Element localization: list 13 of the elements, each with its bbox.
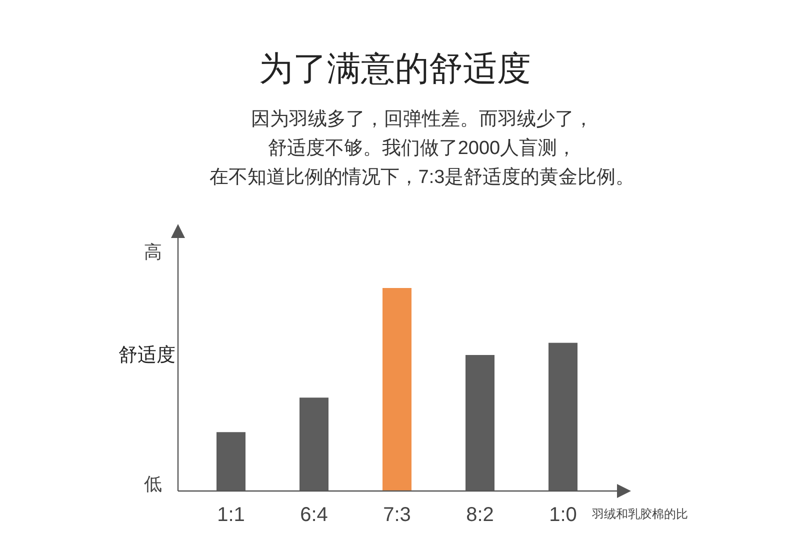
x-tick: 1:0 bbox=[549, 504, 577, 526]
title: 为了满意的舒适度 bbox=[259, 50, 531, 88]
xlabel: 羽绒和乳胶棉的比 bbox=[592, 507, 688, 521]
annotation: 低 bbox=[144, 474, 162, 494]
x-tick: 8:2 bbox=[466, 504, 494, 526]
subtitle: 因为羽绒多了，回弹性差。而羽绒少了， bbox=[251, 109, 593, 130]
ylabel: 舒适度 bbox=[118, 345, 176, 366]
annotation: 在不知道比例的情况下，7:3是舒适度的黄金比例。 bbox=[209, 167, 635, 188]
annotation: 高 bbox=[144, 242, 162, 262]
x-tick: 6:4 bbox=[300, 504, 328, 526]
x-tick: 7:3 bbox=[383, 504, 411, 526]
annotation: 舒适度不够。我们做了2000人盲测， bbox=[268, 138, 576, 159]
x-tick: 1:1 bbox=[217, 504, 245, 526]
